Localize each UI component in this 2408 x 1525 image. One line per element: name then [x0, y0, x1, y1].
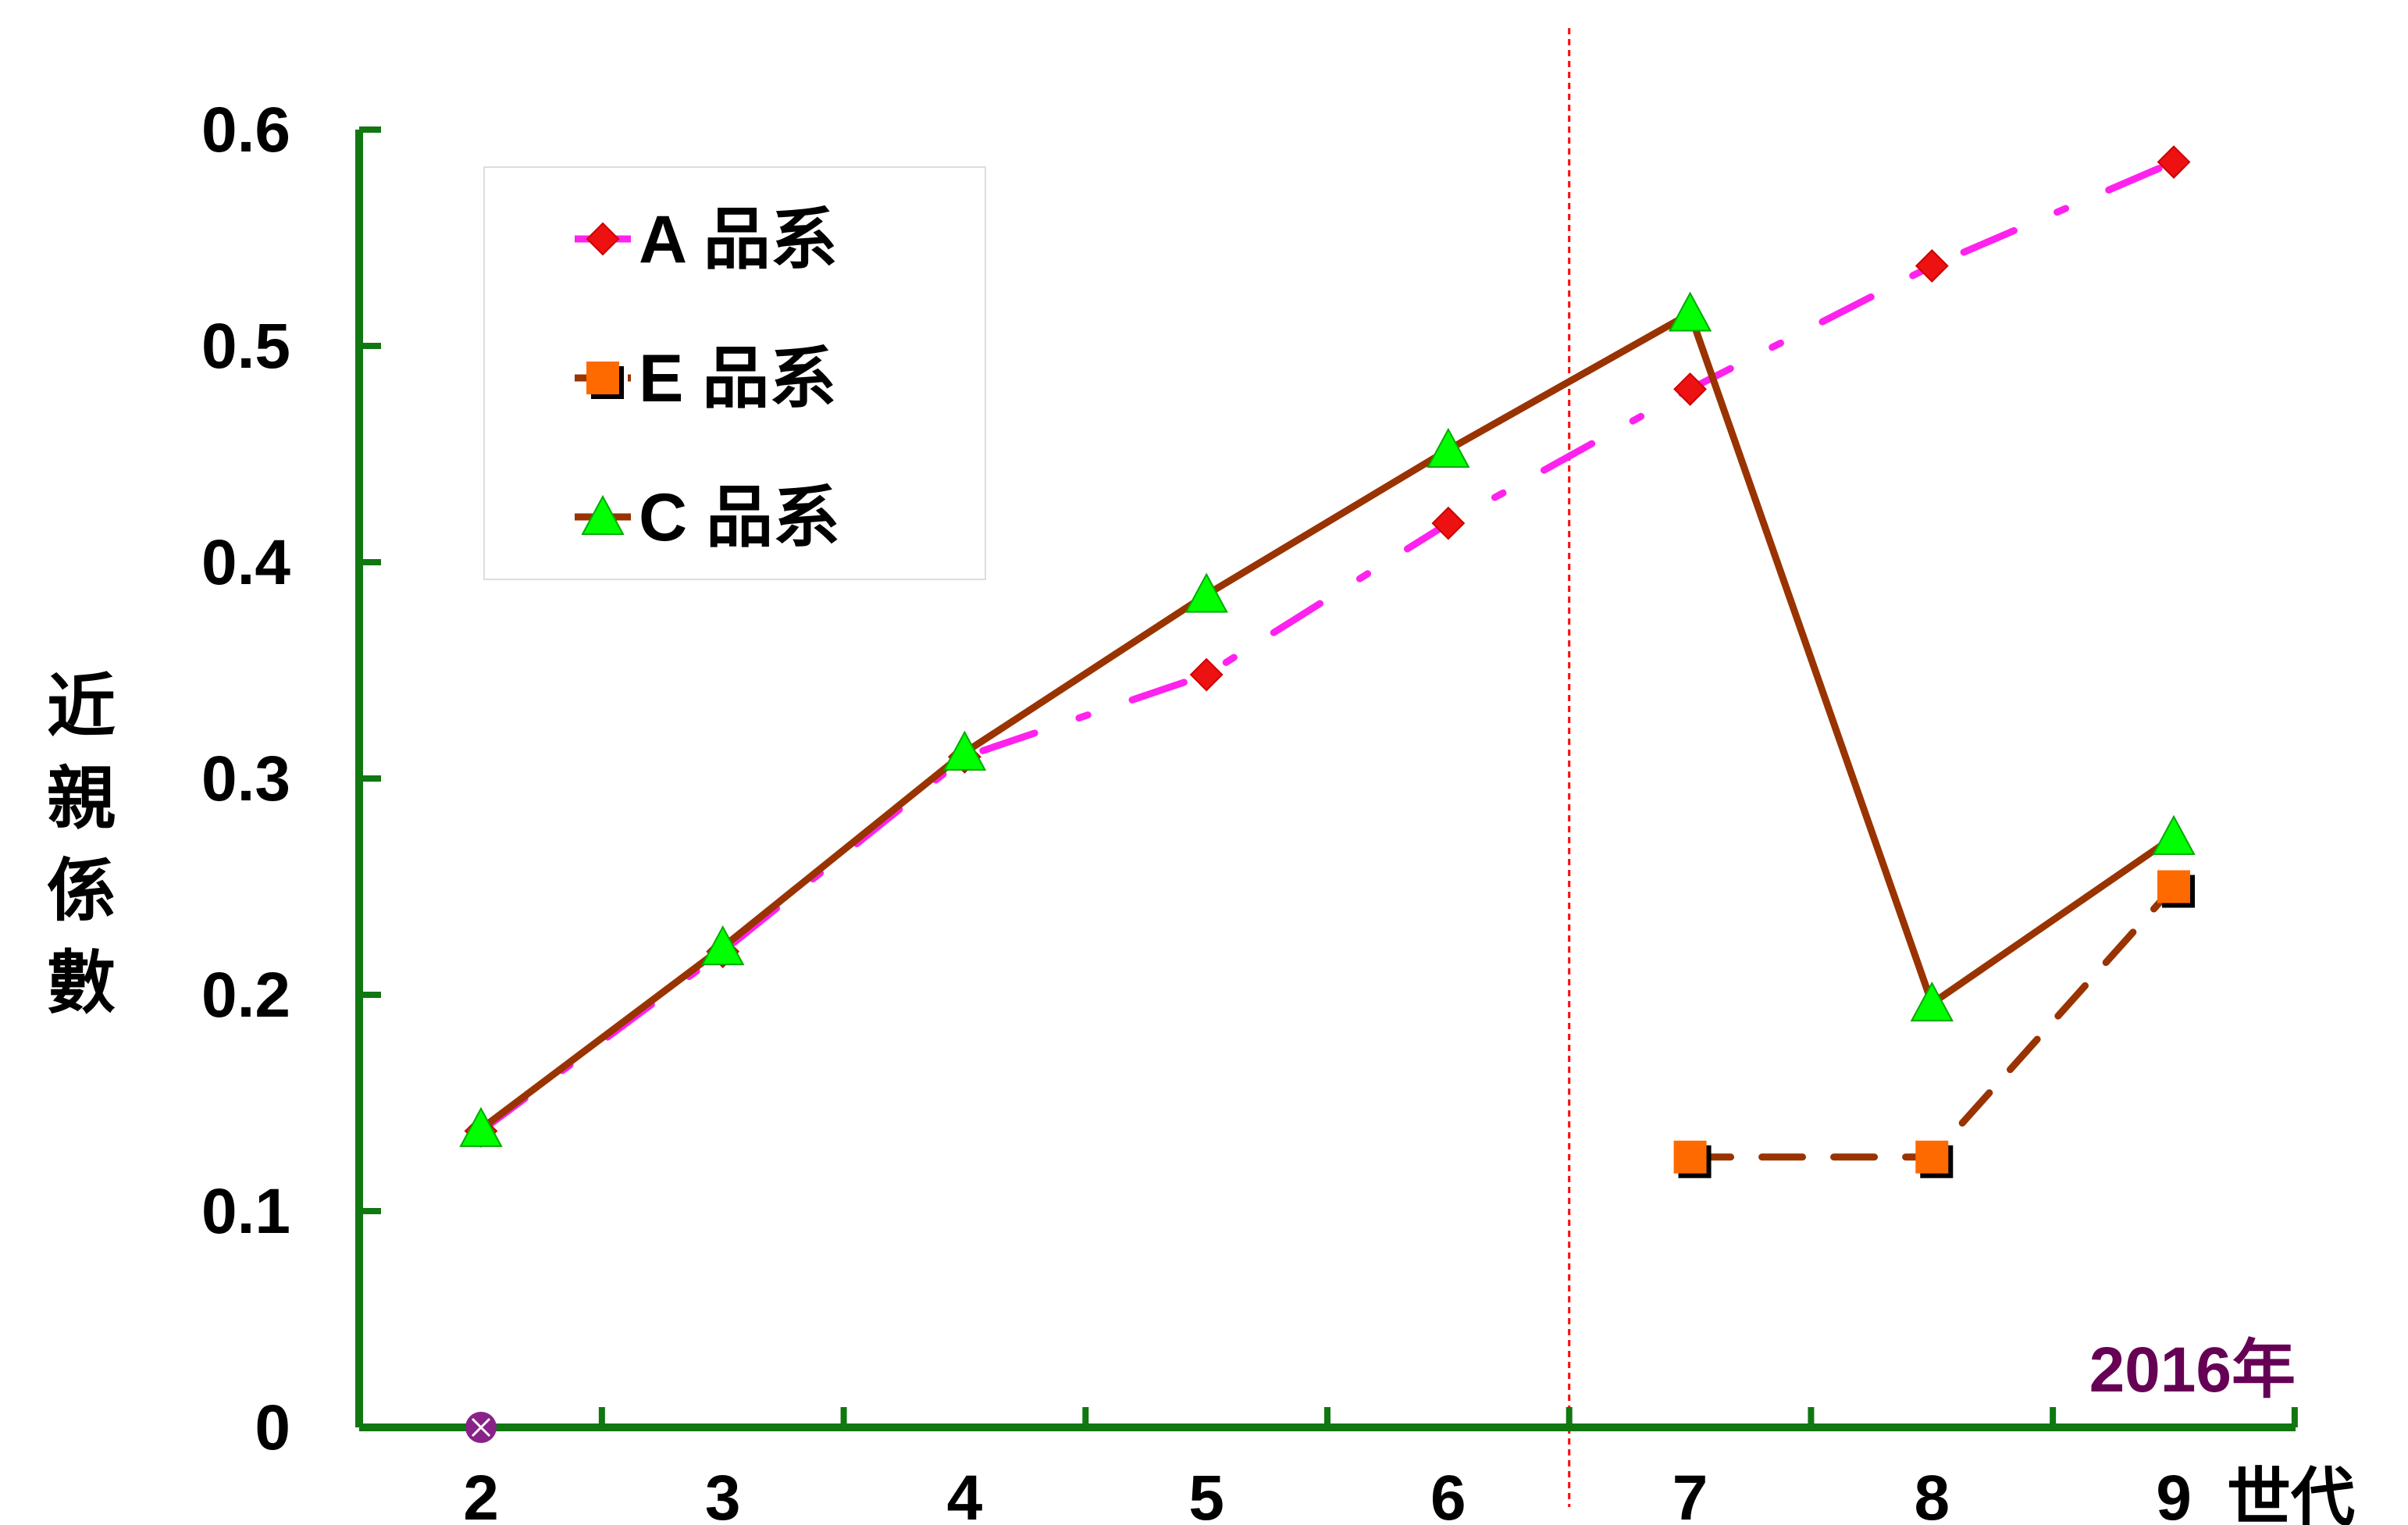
- legend-swatch-marker: [586, 222, 620, 256]
- series-c: [477, 309, 2178, 1133]
- x-tick-label: 8: [1914, 1463, 1950, 1525]
- origin-marker: [465, 1412, 497, 1443]
- y-axis-title-char: 親: [47, 757, 116, 839]
- y-tick-label: 0.6: [201, 94, 290, 166]
- x-tick-label: 2: [463, 1463, 499, 1525]
- legend-label: E 品系: [639, 341, 836, 416]
- data-point: [1184, 572, 1228, 613]
- x-tick-label: 3: [705, 1463, 741, 1525]
- legend-swatch-marker: [581, 494, 625, 536]
- legend-entry: E 品系: [575, 341, 836, 416]
- data-point: [2157, 145, 2191, 179]
- legend-entry: C 品系: [575, 480, 840, 555]
- y-axis-title-char: 係: [47, 850, 116, 931]
- x-axis-title: 世代: [2227, 1460, 2355, 1525]
- x-tick-label: 6: [1430, 1463, 1466, 1525]
- series-line: [477, 309, 2178, 1133]
- data-point: [1673, 1140, 1707, 1174]
- series-layer: [459, 145, 2196, 1443]
- year-annotation: 2016年: [2089, 1334, 2296, 1406]
- data-point: [1915, 1140, 1949, 1174]
- legend-label: A 品系: [639, 202, 838, 277]
- data-point: [1673, 372, 1707, 406]
- y-axis-title-char: 數: [47, 942, 116, 1023]
- series-c-markers: [459, 291, 2196, 1147]
- x-tick-label: 4: [947, 1463, 983, 1525]
- data-point: [701, 925, 745, 966]
- data-point: [1427, 427, 1470, 469]
- x-tick-label: 5: [1188, 1463, 1224, 1525]
- y-axis-title-char: 近: [47, 665, 116, 746]
- y-tick-label: 0.1: [201, 1176, 290, 1247]
- series-e-markers: [1673, 870, 2195, 1178]
- y-tick-label: 0.2: [201, 960, 290, 1031]
- x-tick-label: 7: [1672, 1463, 1708, 1525]
- origin-marker-cross: [471, 1417, 491, 1438]
- y-tick-label: 0.4: [201, 527, 290, 598]
- data-point: [1431, 506, 1466, 540]
- legend-box: [483, 166, 986, 580]
- data-point: [1915, 249, 1949, 283]
- legend: A 品系 E 品系 C 品系: [483, 166, 986, 580]
- data-point: [1189, 657, 1224, 692]
- legend-entry: A 品系: [575, 202, 838, 277]
- axes: [355, 126, 2298, 1431]
- x-tick-label: 9: [2156, 1463, 2192, 1525]
- y-tick-label: 0: [255, 1392, 290, 1463]
- y-tick-label: 0.3: [201, 743, 290, 814]
- legend-swatch-marker: [586, 362, 619, 394]
- data-point: [2152, 814, 2196, 855]
- legend-label: C 品系: [639, 480, 840, 555]
- data-point: [1668, 291, 1712, 332]
- series-line: [1687, 883, 2178, 1161]
- data-point: [1910, 981, 1954, 1022]
- data-point: [2157, 870, 2190, 903]
- data-point: [459, 1106, 503, 1147]
- series-e: [1687, 883, 2178, 1161]
- data-point: [942, 730, 987, 771]
- y-tick-label: 0.5: [201, 311, 290, 382]
